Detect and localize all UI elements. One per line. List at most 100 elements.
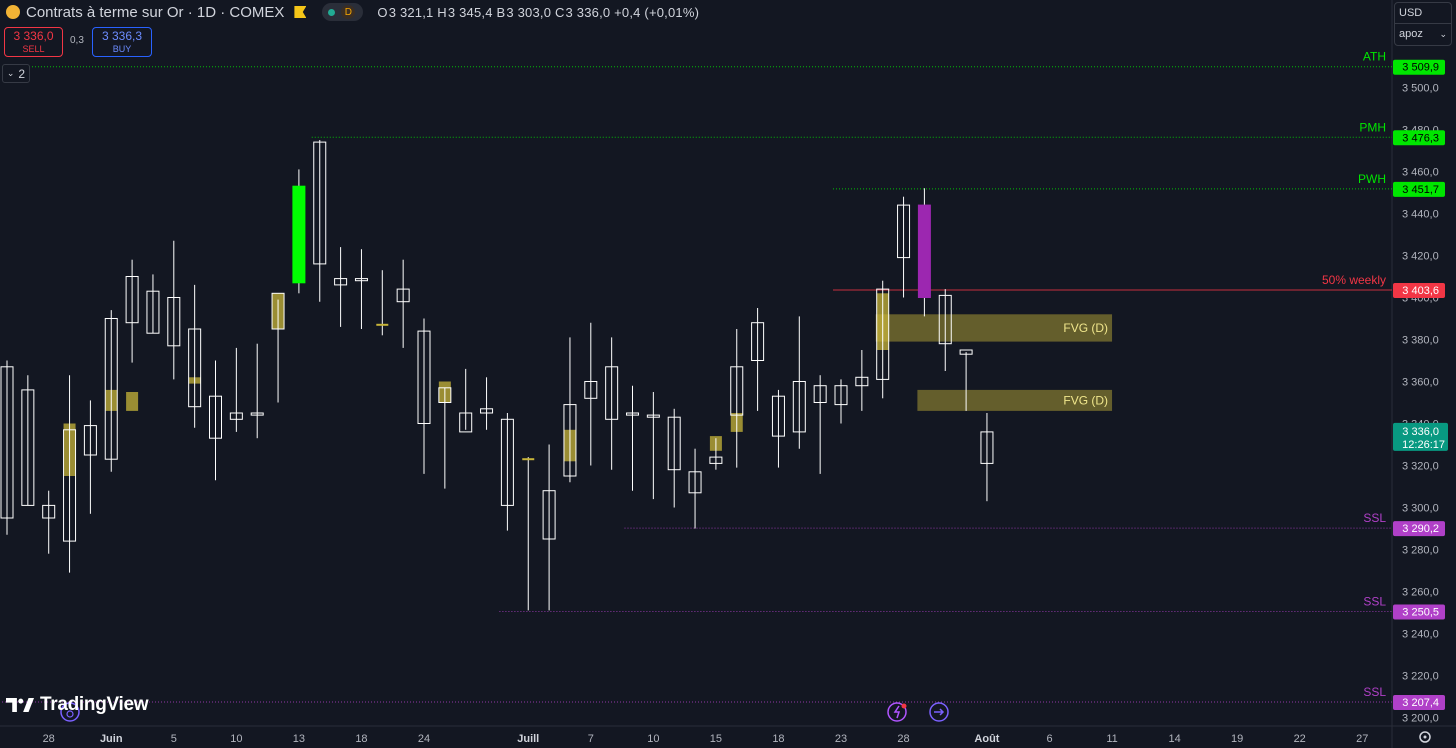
high-key: H bbox=[437, 4, 447, 20]
candle-body bbox=[584, 381, 598, 399]
candle-body bbox=[897, 204, 911, 259]
arrow-right-icon bbox=[934, 708, 945, 716]
x-tick-label: 10 bbox=[230, 733, 242, 745]
unit-select[interactable]: apoz ⌄ bbox=[1395, 23, 1451, 44]
indicators-collapse-button[interactable]: ⌄ 2 bbox=[2, 64, 30, 83]
level-label: PMH bbox=[1359, 120, 1386, 134]
x-tick-label: 28 bbox=[897, 733, 909, 745]
notification-dot-icon bbox=[901, 703, 907, 709]
settings-gear-icon[interactable] bbox=[1419, 731, 1431, 743]
candle-body bbox=[125, 276, 139, 324]
level-price-text: 3 290,2 bbox=[1402, 523, 1439, 535]
level-label: SSL bbox=[1363, 511, 1386, 525]
market-open-dot-icon bbox=[328, 8, 336, 16]
high-value: 3 345,4 bbox=[447, 4, 493, 20]
candle-body bbox=[626, 412, 639, 416]
x-tick-label: 19 bbox=[1231, 733, 1243, 745]
candle-body bbox=[855, 376, 869, 387]
candle-body bbox=[42, 504, 56, 519]
candle-body bbox=[438, 387, 452, 403]
candle-body bbox=[83, 425, 97, 456]
buy-price: 3 336,3 bbox=[101, 28, 143, 43]
candle-body bbox=[751, 322, 765, 362]
y-tick-label: 3 460,0 bbox=[1402, 167, 1439, 179]
candle-body bbox=[354, 278, 368, 282]
open-value: 3 321,1 bbox=[388, 4, 434, 20]
flag-icon[interactable] bbox=[294, 6, 307, 18]
level-label: SSL bbox=[1363, 685, 1386, 699]
currency-unit-selector[interactable]: USD apoz ⌄ bbox=[1394, 2, 1452, 46]
level-price-tag bbox=[1393, 521, 1445, 537]
low-value: 3 303,0 bbox=[506, 4, 552, 20]
level-price-tag bbox=[1393, 604, 1445, 620]
candle-body bbox=[646, 414, 660, 418]
level-price-text: 3 476,3 bbox=[1402, 132, 1439, 144]
x-tick-label: 15 bbox=[710, 733, 722, 745]
lightning-event-icon[interactable] bbox=[887, 702, 907, 722]
candle-body bbox=[792, 381, 806, 433]
currency-select[interactable]: USD bbox=[1395, 3, 1451, 23]
candle-body bbox=[917, 204, 931, 299]
candle-body bbox=[21, 389, 35, 506]
fvg-zone bbox=[875, 314, 1113, 342]
tradingview-logo[interactable]: TradingView bbox=[6, 694, 149, 716]
x-tick-label: 10 bbox=[647, 733, 659, 745]
gold-symbol-icon bbox=[6, 5, 20, 19]
candle-body bbox=[271, 292, 285, 330]
x-tick-label: 7 bbox=[588, 733, 594, 745]
symbol-header: Contrats à terme sur Or · 1D · COMEX D O… bbox=[0, 0, 699, 24]
y-tick-label: 3 280,0 bbox=[1402, 545, 1439, 557]
candle-body bbox=[229, 412, 243, 420]
level-price-tag bbox=[1393, 181, 1445, 197]
candle-body bbox=[313, 141, 327, 265]
candle-body bbox=[250, 412, 264, 416]
candle-body bbox=[480, 408, 494, 414]
sell-label: SELL bbox=[22, 43, 45, 54]
close-key: C bbox=[554, 4, 565, 20]
x-tick-label: Juill bbox=[517, 733, 539, 745]
candle-body bbox=[167, 297, 181, 347]
candle-body bbox=[417, 330, 431, 425]
market-status[interactable]: D bbox=[322, 3, 364, 21]
x-tick-label: 14 bbox=[1168, 733, 1180, 745]
countdown-timer: 12:26:17 bbox=[1402, 439, 1445, 451]
arrow-event-icon[interactable] bbox=[929, 702, 949, 722]
open-key: O bbox=[377, 4, 388, 20]
level-price-tag bbox=[1393, 130, 1445, 146]
x-tick-label: 27 bbox=[1356, 733, 1368, 745]
y-tick-label: 3 500,0 bbox=[1402, 83, 1439, 95]
buy-label: BUY bbox=[112, 43, 132, 54]
x-tick-label: 23 bbox=[835, 733, 847, 745]
candle-body bbox=[834, 385, 848, 406]
sell-button[interactable]: 3 336,0 SELL bbox=[4, 27, 63, 57]
x-tick-label: 22 bbox=[1294, 733, 1306, 745]
low-key: B bbox=[496, 4, 506, 20]
candle-body bbox=[188, 328, 202, 408]
x-tick-label: 13 bbox=[293, 733, 305, 745]
buy-button[interactable]: 3 336,3 BUY bbox=[92, 27, 152, 57]
tradingview-logo-text: TradingView bbox=[40, 694, 149, 715]
x-tick-label: 6 bbox=[1046, 733, 1052, 745]
y-tick-label: 3 200,0 bbox=[1402, 713, 1439, 725]
level-label: SSL bbox=[1363, 594, 1386, 608]
unit-value: apoz bbox=[1399, 28, 1423, 40]
x-tick-label: 24 bbox=[418, 733, 430, 745]
fvg-zone-label: FVG (D) bbox=[1063, 393, 1108, 407]
symbol-title[interactable]: Contrats à terme sur Or · 1D · COMEX bbox=[26, 3, 285, 21]
y-tick-label: 3 420,0 bbox=[1402, 251, 1439, 263]
x-tick-label: Juin bbox=[100, 733, 123, 745]
event-icon[interactable] bbox=[60, 702, 80, 722]
event-glyph-icon bbox=[66, 710, 74, 718]
change-value: +0,4 (+0,01%) bbox=[614, 4, 700, 20]
fvg-zone-label: FVG (D) bbox=[1063, 321, 1108, 335]
settings-gear-center-icon bbox=[1423, 735, 1427, 739]
spread-value: 0,3 bbox=[70, 35, 84, 46]
candle-body bbox=[730, 366, 744, 416]
chevron-down-icon: ⌄ bbox=[6, 68, 15, 78]
candle-body bbox=[938, 294, 952, 345]
candle-body bbox=[959, 349, 973, 355]
x-tick-label: 28 bbox=[43, 733, 55, 745]
y-tick-label: 3 240,0 bbox=[1402, 629, 1439, 641]
x-tick-label: 18 bbox=[772, 733, 784, 745]
